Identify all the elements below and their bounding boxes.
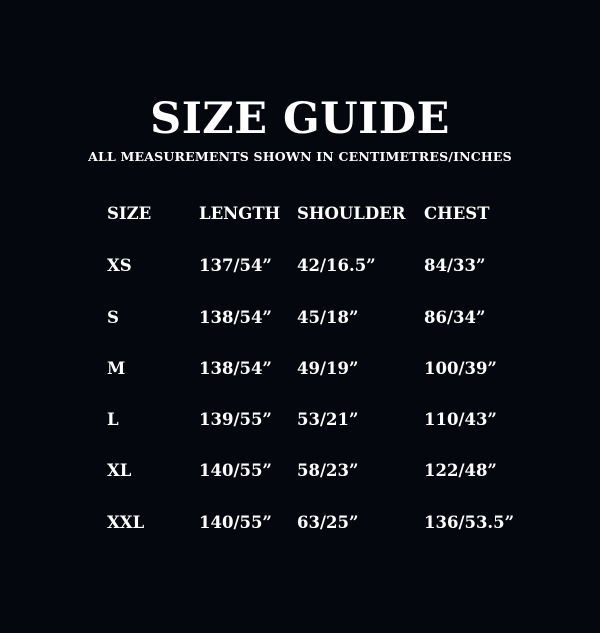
column-header: LENGTH — [199, 204, 281, 223]
table-cell: 122/48” — [424, 461, 497, 480]
table-cell: XS — [107, 256, 132, 275]
table-cell: 42/16.5” — [297, 256, 376, 275]
page-subtitle: ALL MEASUREMENTS SHOWN IN CENTIMETRES/IN… — [88, 149, 512, 164]
table-cell: S — [107, 308, 119, 327]
column-header: SIZE — [107, 204, 152, 223]
table-cell: 63/25” — [297, 513, 359, 532]
page-title: SIZE GUIDE — [150, 94, 450, 144]
table-cell: 100/39” — [424, 359, 497, 378]
table-cell: XL — [107, 461, 132, 480]
column-header: CHEST — [424, 204, 490, 223]
table-cell: 138/54” — [199, 308, 272, 327]
table-cell: 139/55” — [199, 410, 272, 429]
table-cell: 53/21” — [297, 410, 359, 429]
table-cell: XXL — [107, 513, 145, 532]
table-cell: 140/55” — [199, 461, 272, 480]
table-cell: 138/54” — [199, 359, 272, 378]
table-cell: 45/18” — [297, 308, 359, 327]
table-cell: 136/53.5” — [424, 513, 515, 532]
table-cell: 110/43” — [424, 410, 497, 429]
column-header: SHOULDER — [297, 204, 406, 223]
table-cell: 140/55” — [199, 513, 272, 532]
table-cell: 58/23” — [297, 461, 359, 480]
table-cell: 49/19” — [297, 359, 359, 378]
table-cell: 84/33” — [424, 256, 486, 275]
table-cell: 137/54” — [199, 256, 272, 275]
table-cell: M — [107, 359, 126, 378]
table-cell: L — [107, 410, 119, 429]
table-cell: 86/34” — [424, 308, 486, 327]
